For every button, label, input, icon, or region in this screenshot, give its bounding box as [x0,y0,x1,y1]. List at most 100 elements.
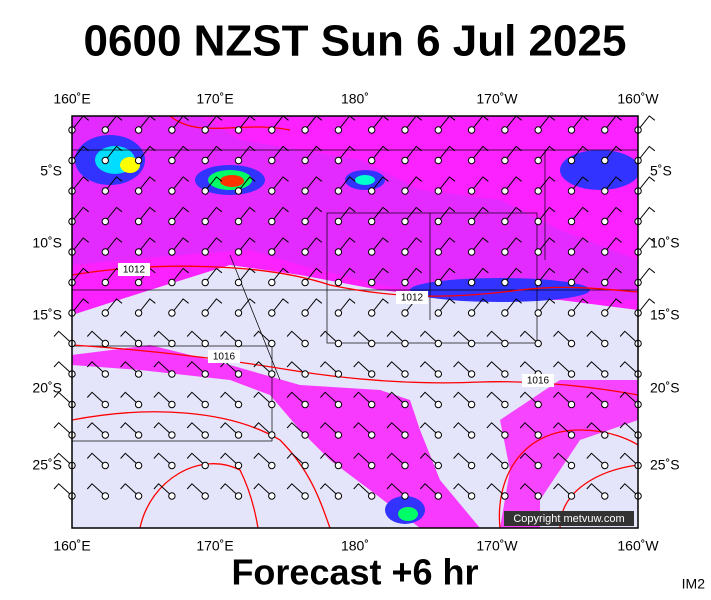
wind-barb [86,330,106,344]
lat-label: 25˚S [32,457,62,473]
isobar-label: 1016 [527,376,550,387]
station-circle [134,187,143,195]
wind-barb [486,452,506,466]
wind-barb [171,267,189,283]
wind-barb [504,176,522,192]
station-circle [234,461,243,470]
station-circle [567,309,576,317]
wind-barb [120,483,139,497]
station-circle [434,431,442,439]
wind-barb [153,422,173,436]
wind-barb [86,483,106,497]
station-circle [168,217,176,226]
station-circle [534,492,542,500]
station-circle [334,492,343,500]
wind-barb [86,391,106,405]
wind-barb [320,330,339,344]
station-circle [334,370,343,378]
wind-barb [619,452,639,466]
station-circle [501,156,509,165]
station-circle [101,217,110,226]
station-circle [134,461,143,470]
wind-barb [286,391,306,405]
wind-barb [320,483,339,497]
wind-barb [138,298,156,314]
station-circle [134,278,143,287]
station-circle [234,126,243,134]
wind-barb [304,206,323,222]
station-circle [434,248,442,256]
wind-barb [619,361,639,375]
station-circle [368,370,376,378]
station-circle [201,400,209,409]
station-circle [467,492,476,500]
wind-barb [338,298,356,314]
station-circle [368,461,376,470]
wind-barb [220,422,239,436]
station-circle [334,400,343,409]
station-circle [534,339,542,348]
wind-barb [238,267,256,283]
map: 1012 1012 1016 1016 Copyright metvuw.com [53,115,656,529]
station-circle [301,126,309,134]
wind-barb [519,422,539,436]
wind-barb [353,483,373,497]
station-circle [301,431,309,439]
wind-barb [437,145,456,161]
wind-barb [371,206,389,222]
wind-barb [53,361,73,375]
wind-barb [419,483,439,497]
station-circle [601,309,609,317]
wind-barbs [53,115,656,500]
wind-barb [304,145,323,161]
wind-barb [204,237,223,253]
wind-barb [419,452,439,466]
station-circle [301,339,309,348]
wind-barb [553,361,572,375]
wind-barb [604,237,622,253]
wind-barb [186,422,206,436]
station-circle [268,309,276,317]
station-circle [168,278,176,287]
station-circle [501,126,509,134]
wind-barb [138,176,156,192]
wind-barb [220,483,239,497]
wind-barb [120,422,139,436]
wind-barb [186,391,206,405]
precipitation [72,116,638,528]
station-circle [301,400,309,409]
wind-barb [471,267,489,283]
station-circle [168,248,176,256]
wind-barb [271,237,289,253]
wind-barb [120,361,139,375]
station-circle [467,278,476,287]
wind-barb [53,483,73,497]
station-circle [401,248,409,256]
station-circle [234,400,243,409]
wind-barb [537,176,556,192]
station-circle [534,278,542,287]
station-circle [368,217,376,226]
wind-barb [537,145,556,161]
wind-barb [186,452,206,466]
wind-barb [153,452,173,466]
station-circle [434,187,442,195]
wind-barb [53,391,73,405]
station-circle [534,187,542,195]
station-circle [601,492,609,500]
wind-barb [619,483,639,497]
station-circle [601,431,609,439]
lon-label: 160˚E [53,91,90,107]
station-circle [234,217,243,226]
station-circle [201,309,209,317]
wind-barb [486,483,506,497]
station-circle [268,370,276,378]
wind-barb [238,176,256,192]
station-circle [567,278,576,287]
station-circle [601,126,609,134]
isobar-labels: 1012 1012 1016 1016 [118,263,554,387]
wind-barb [371,267,389,283]
isobar-label: 1012 [401,293,424,304]
station-circle [101,431,110,439]
station-circle [234,278,243,287]
